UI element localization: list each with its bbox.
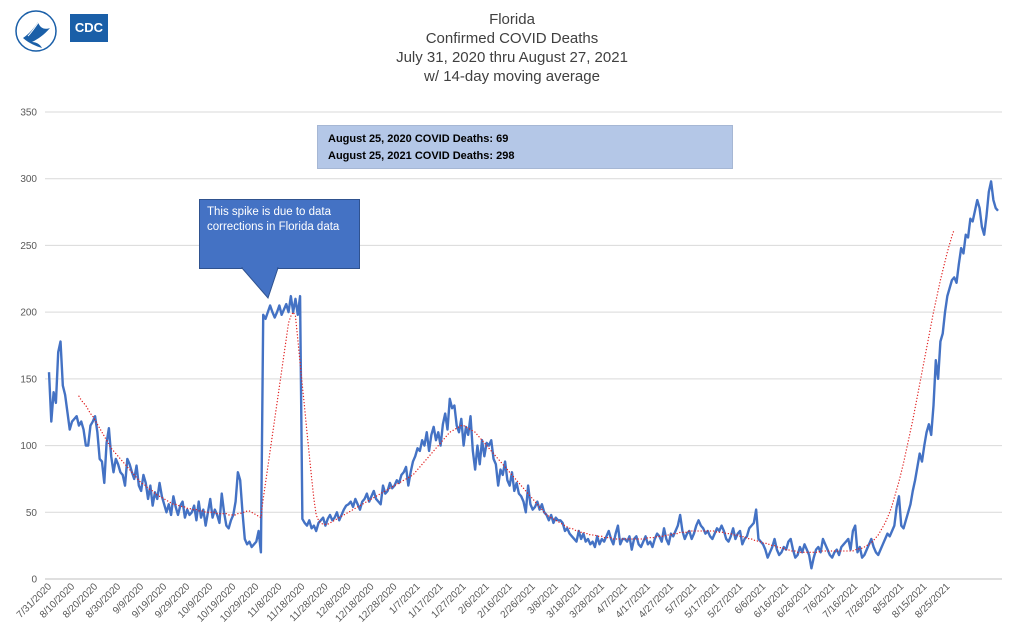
annotation-line-2021: August 25, 2021 COVID Deaths: 298 <box>328 150 515 162</box>
logos: CDC <box>14 8 124 58</box>
y-tick-label: 200 <box>20 308 37 319</box>
comparison-annotation-box: August 25, 2020 COVID Deaths: 69 August … <box>317 125 733 169</box>
y-tick-label: 250 <box>20 241 37 252</box>
spike-callout: This spike is due to data corrections in… <box>199 199 360 269</box>
chart-title-block: Florida Confirmed COVID Deaths July 31, … <box>0 10 1024 86</box>
daily-deaths-line <box>47 180 999 570</box>
y-tick-label: 350 <box>20 108 37 119</box>
y-tick-label: 0 <box>31 575 37 586</box>
series-lines <box>47 180 999 570</box>
y-tick-label: 50 <box>26 508 38 519</box>
y-tick-label: 100 <box>20 441 37 452</box>
annotation-line-2020: August 25, 2020 COVID Deaths: 69 <box>328 133 509 145</box>
spike-callout-text: This spike is due to data corrections in… <box>207 206 340 233</box>
cdc-logo-text: CDC <box>74 20 104 35</box>
hhs-seal-icon <box>15 10 57 52</box>
gridlines <box>45 111 1002 580</box>
chart-title: Florida <box>489 11 535 28</box>
cdc-logo: CDC <box>70 14 108 42</box>
chart-subtitle-2: July 31, 2020 thru August 27, 2021 <box>396 49 628 66</box>
chart-subtitle-3: w/ 14-day moving average <box>424 68 600 85</box>
y-tick-label: 300 <box>20 174 37 185</box>
chart-subtitle-1: Confirmed COVID Deaths <box>425 30 599 47</box>
y-tick-label: 150 <box>20 374 37 385</box>
y-axis-ticks: 0 50 100 150 200 250 300 350 <box>20 108 37 586</box>
